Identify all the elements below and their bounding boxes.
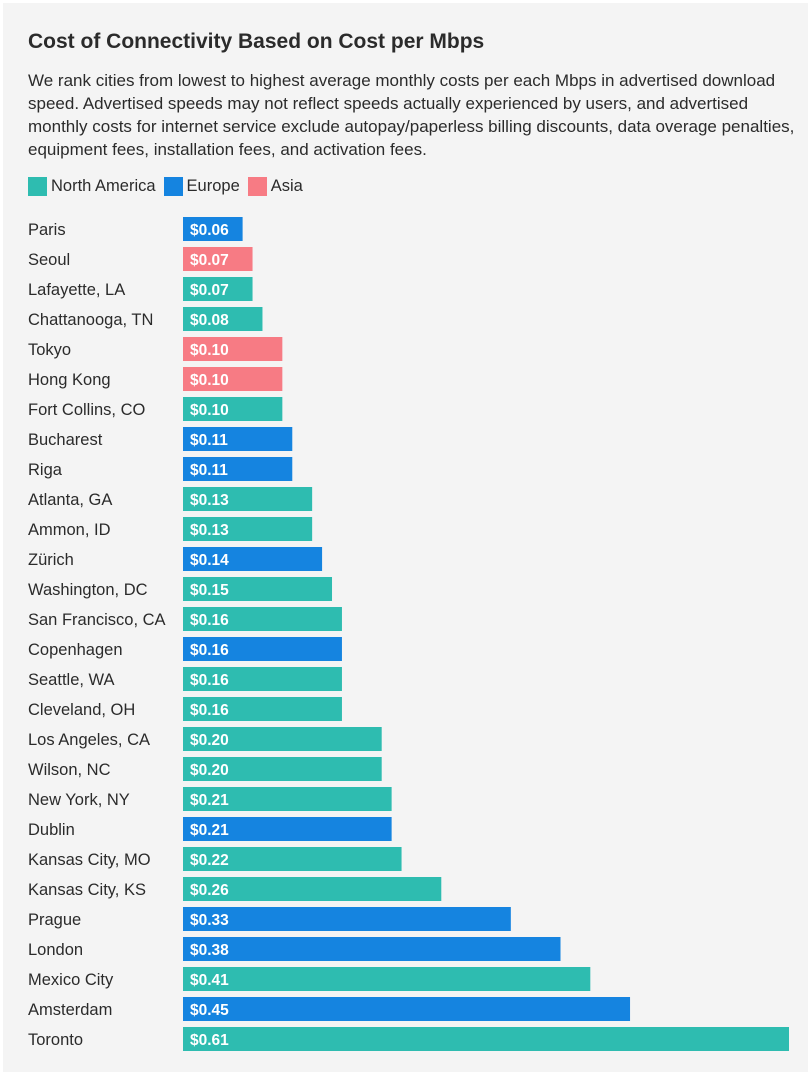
category-label-atlanta-ga: Atlanta, GA xyxy=(28,491,112,509)
value-label-toronto: $0.61 xyxy=(190,1032,229,1049)
value-label-kansas-city-ks: $0.26 xyxy=(190,882,229,899)
bar-atlanta-ga xyxy=(183,487,313,511)
bar-kansas-city-mo xyxy=(183,847,402,871)
value-label-seattle-wa: $0.16 xyxy=(190,672,229,689)
chart-card: Cost of Connectivity Based on Cost per M… xyxy=(3,3,808,1072)
bar-london xyxy=(183,937,561,961)
category-label-copenhagen: Copenhagen xyxy=(28,641,123,659)
bar-ammon-id xyxy=(183,517,313,541)
value-label-zurich: $0.14 xyxy=(190,552,229,569)
bar-fort-collins-co xyxy=(183,397,283,421)
category-label-zurich: Zürich xyxy=(28,551,74,569)
value-label-lafayette-la: $0.07 xyxy=(190,282,229,299)
bar-amsterdam xyxy=(183,997,631,1021)
legend-swatch-north-america xyxy=(28,177,47,196)
bar-mexico-city xyxy=(183,967,591,991)
category-label-washington-dc: Washington, DC xyxy=(28,581,148,599)
value-label-prague: $0.33 xyxy=(190,912,229,929)
value-label-wilson-nc: $0.20 xyxy=(190,762,229,779)
legend-label-asia: Asia xyxy=(270,177,303,195)
legend-swatch-asia xyxy=(247,177,267,196)
bar-san-francisco-ca xyxy=(183,607,342,631)
value-label-dublin: $0.21 xyxy=(190,822,229,839)
bar-lafayette-la xyxy=(183,277,253,301)
category-label-tokyo: Tokyo xyxy=(28,341,71,359)
value-label-fort-collins-co: $0.10 xyxy=(190,402,229,419)
category-label-mexico-city: Mexico City xyxy=(28,971,114,989)
legend-item-europe: Europe xyxy=(163,177,240,196)
value-label-copenhagen: $0.16 xyxy=(190,642,229,659)
value-label-atlanta-ga: $0.13 xyxy=(190,492,229,509)
bar-paris xyxy=(183,217,243,241)
category-label-kansas-city-mo: Kansas City, MO xyxy=(28,851,151,869)
legend-item-asia: Asia xyxy=(247,177,303,196)
legend-swatch-europe xyxy=(163,177,183,196)
bar-hong-kong xyxy=(183,367,283,391)
category-label-dublin: Dublin xyxy=(28,821,75,839)
category-label-hong-kong: Hong Kong xyxy=(28,371,111,389)
bar-riga xyxy=(183,457,293,481)
chart-title: Cost of Connectivity Based on Cost per M… xyxy=(28,30,485,53)
bar-new-york-ny xyxy=(183,787,392,811)
value-label-washington-dc: $0.15 xyxy=(190,582,229,599)
bar-los-angeles-ca xyxy=(183,727,382,751)
bar-wilson-nc xyxy=(183,757,382,781)
bar-cleveland-oh xyxy=(183,697,342,721)
value-label-kansas-city-mo: $0.22 xyxy=(190,852,229,869)
category-label-london: London xyxy=(28,941,83,959)
category-label-san-francisco-ca: San Francisco, CA xyxy=(28,611,166,629)
value-label-seoul: $0.07 xyxy=(190,252,229,269)
category-label-cleveland-oh: Cleveland, OH xyxy=(28,701,135,719)
bar-dublin xyxy=(183,817,392,841)
legend-label-north-america: North America xyxy=(51,177,156,195)
bar-prague xyxy=(183,907,511,931)
category-label-los-angeles-ca: Los Angeles, CA xyxy=(28,731,150,749)
category-label-chattanooga-tn: Chattanooga, TN xyxy=(28,311,153,329)
category-label-prague: Prague xyxy=(28,911,81,929)
value-label-cleveland-oh: $0.16 xyxy=(190,702,229,719)
category-label-wilson-nc: Wilson, NC xyxy=(28,761,111,779)
bar-seattle-wa xyxy=(183,667,342,691)
legend-item-north-america: North America xyxy=(28,177,156,196)
value-label-ammon-id: $0.13 xyxy=(190,522,229,539)
category-label-riga: Riga xyxy=(28,461,63,479)
value-label-paris: $0.06 xyxy=(190,222,229,239)
bar-chart: Paris $0.06 Seoul $0.07 Lafayette, LA $0.07 Ch… xyxy=(28,217,789,1051)
value-label-riga: $0.11 xyxy=(190,462,228,479)
value-label-mexico-city: $0.41 xyxy=(190,972,229,989)
bar-tokyo xyxy=(183,337,283,361)
value-label-hong-kong: $0.10 xyxy=(190,372,229,389)
value-label-london: $0.38 xyxy=(190,942,229,959)
category-label-kansas-city-ks: Kansas City, KS xyxy=(28,881,146,899)
bar-bucharest xyxy=(183,427,293,451)
category-label-lafayette-la: Lafayette, LA xyxy=(28,281,125,299)
category-label-new-york-ny: New York, NY xyxy=(28,791,130,809)
category-label-seoul: Seoul xyxy=(28,251,70,269)
bar-chattanooga-tn xyxy=(183,307,263,331)
value-label-new-york-ny: $0.21 xyxy=(190,792,229,809)
value-label-los-angeles-ca: $0.20 xyxy=(190,732,229,749)
category-label-ammon-id: Ammon, ID xyxy=(28,521,111,539)
bar-seoul xyxy=(183,247,253,271)
chart-subtitle: We rank cities from lowest to highest av… xyxy=(28,71,795,159)
legend: North America Europe Asia xyxy=(28,177,311,196)
bar-kansas-city-ks xyxy=(183,877,442,901)
category-label-fort-collins-co: Fort Collins, CO xyxy=(28,401,146,419)
category-label-amsterdam: Amsterdam xyxy=(28,1001,112,1019)
category-label-toronto: Toronto xyxy=(28,1031,83,1049)
bar-washington-dc xyxy=(183,577,333,601)
value-label-chattanooga-tn: $0.08 xyxy=(190,312,229,329)
category-label-seattle-wa: Seattle, WA xyxy=(28,671,115,689)
value-label-bucharest: $0.11 xyxy=(190,432,228,449)
value-label-san-francisco-ca: $0.16 xyxy=(190,612,229,629)
category-label-bucharest: Bucharest xyxy=(28,431,103,449)
value-label-tokyo: $0.10 xyxy=(190,342,229,359)
bar-zurich xyxy=(183,547,323,571)
category-label-paris: Paris xyxy=(28,221,66,239)
legend-label-europe: Europe xyxy=(186,177,240,195)
value-label-amsterdam: $0.45 xyxy=(190,1002,229,1019)
bar-toronto xyxy=(183,1027,789,1051)
bar-copenhagen xyxy=(183,637,342,661)
